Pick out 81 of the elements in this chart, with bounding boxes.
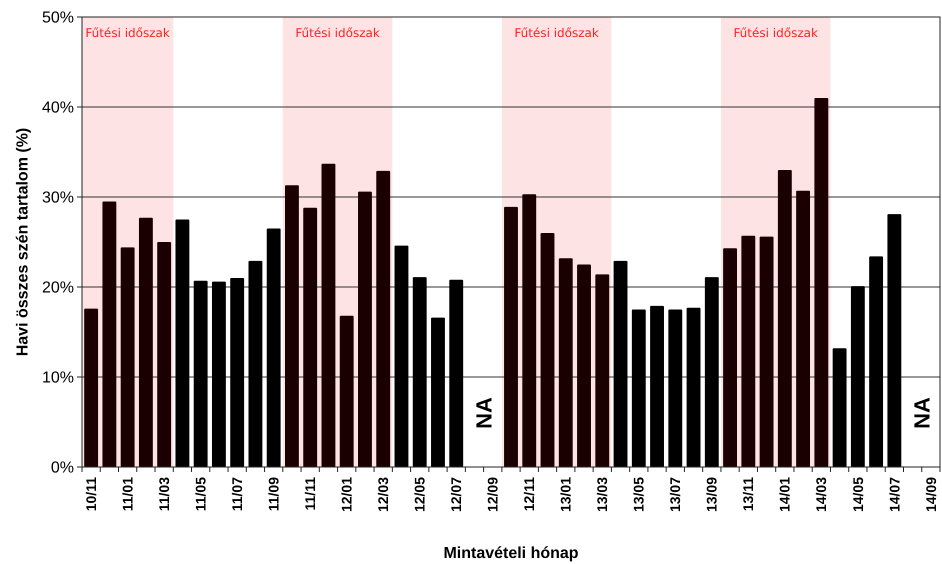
bar — [760, 236, 774, 467]
bar — [376, 170, 390, 467]
bar — [340, 316, 354, 467]
bar — [558, 258, 573, 467]
bar — [431, 318, 445, 467]
y-tick-label: 20% — [42, 280, 74, 297]
bar — [394, 246, 408, 467]
bar — [814, 98, 828, 467]
bar — [266, 228, 281, 467]
bar — [614, 260, 628, 467]
bar — [120, 247, 135, 467]
bar — [175, 220, 190, 467]
bar — [358, 192, 372, 467]
y-tick-label: 30% — [42, 190, 74, 207]
bar — [686, 308, 700, 467]
bar — [157, 242, 172, 467]
x-tick-label: 12/05 — [412, 476, 428, 512]
x-tick-label: 13/01 — [558, 476, 574, 512]
y-tick-label: 50% — [42, 10, 74, 27]
bar — [412, 277, 427, 467]
bar — [540, 233, 554, 467]
bar — [504, 206, 518, 467]
bar — [194, 280, 208, 467]
bar — [138, 218, 153, 467]
annotation: Fűtési időszak — [514, 26, 599, 40]
x-tick-label: 10/11 — [83, 476, 100, 512]
bar — [632, 310, 646, 467]
bar — [303, 208, 318, 467]
x-tick-label: 12/03 — [375, 476, 392, 512]
bar — [741, 236, 756, 467]
bar — [577, 264, 591, 467]
x-tick-label: 11/09 — [266, 476, 282, 512]
bar — [887, 214, 902, 467]
x-tick-label: 13/09 — [704, 476, 720, 512]
x-axis-title: Mintavételi hónap — [443, 545, 579, 562]
bar — [322, 164, 336, 467]
annotation: NA — [909, 397, 934, 429]
bar — [832, 348, 847, 467]
bar — [668, 310, 682, 467]
x-tick-label: 12/11 — [521, 476, 538, 512]
bar — [796, 190, 810, 467]
x-tick-label: 12/01 — [338, 476, 355, 512]
x-tick-label: 13/11 — [740, 476, 756, 512]
y-tick-label: 10% — [42, 370, 74, 387]
x-tick-label: 14/05 — [850, 476, 866, 512]
x-tick-label: 14/09 — [922, 476, 939, 512]
bar — [869, 256, 884, 467]
x-tick-label: 11/03 — [156, 476, 172, 512]
x-tick-label: 12/09 — [484, 476, 501, 512]
bar — [723, 248, 737, 467]
x-tick-label: 14/01 — [776, 476, 793, 512]
bar — [595, 274, 610, 467]
x-tick-label: 11/07 — [229, 476, 246, 512]
x-tick-label: 11/11 — [302, 476, 318, 510]
x-tick-label: 13/05 — [630, 476, 647, 512]
bar — [285, 185, 299, 467]
x-tick-label: 12/07 — [448, 476, 464, 512]
annotation: Fűtési időszak — [733, 26, 818, 40]
y-axis-title: Havi összes szén tartalom (%) — [14, 128, 32, 356]
annotation: NA — [471, 397, 496, 429]
bar — [102, 202, 116, 467]
bar — [84, 308, 98, 467]
annotation: Fűtési időszak — [85, 26, 170, 40]
x-tick-label: 13/03 — [594, 476, 610, 512]
bar — [449, 280, 464, 467]
x-tick-label: 13/07 — [667, 476, 684, 512]
annotation: Fűtési időszak — [295, 26, 380, 40]
bar — [522, 194, 536, 467]
x-tick-label: 14/03 — [813, 476, 830, 512]
bar — [212, 282, 226, 467]
y-tick-label: 0% — [50, 460, 74, 477]
bar — [704, 277, 719, 467]
y-tick-label: 40% — [42, 100, 74, 117]
x-tick-label: 11/05 — [192, 476, 209, 512]
x-tick-label: 11/01 — [120, 476, 136, 512]
bar — [230, 278, 244, 467]
bar — [248, 260, 262, 467]
bar — [850, 286, 865, 467]
bar — [650, 306, 664, 467]
bar — [778, 170, 792, 467]
x-tick-label: 14/07 — [886, 476, 902, 512]
